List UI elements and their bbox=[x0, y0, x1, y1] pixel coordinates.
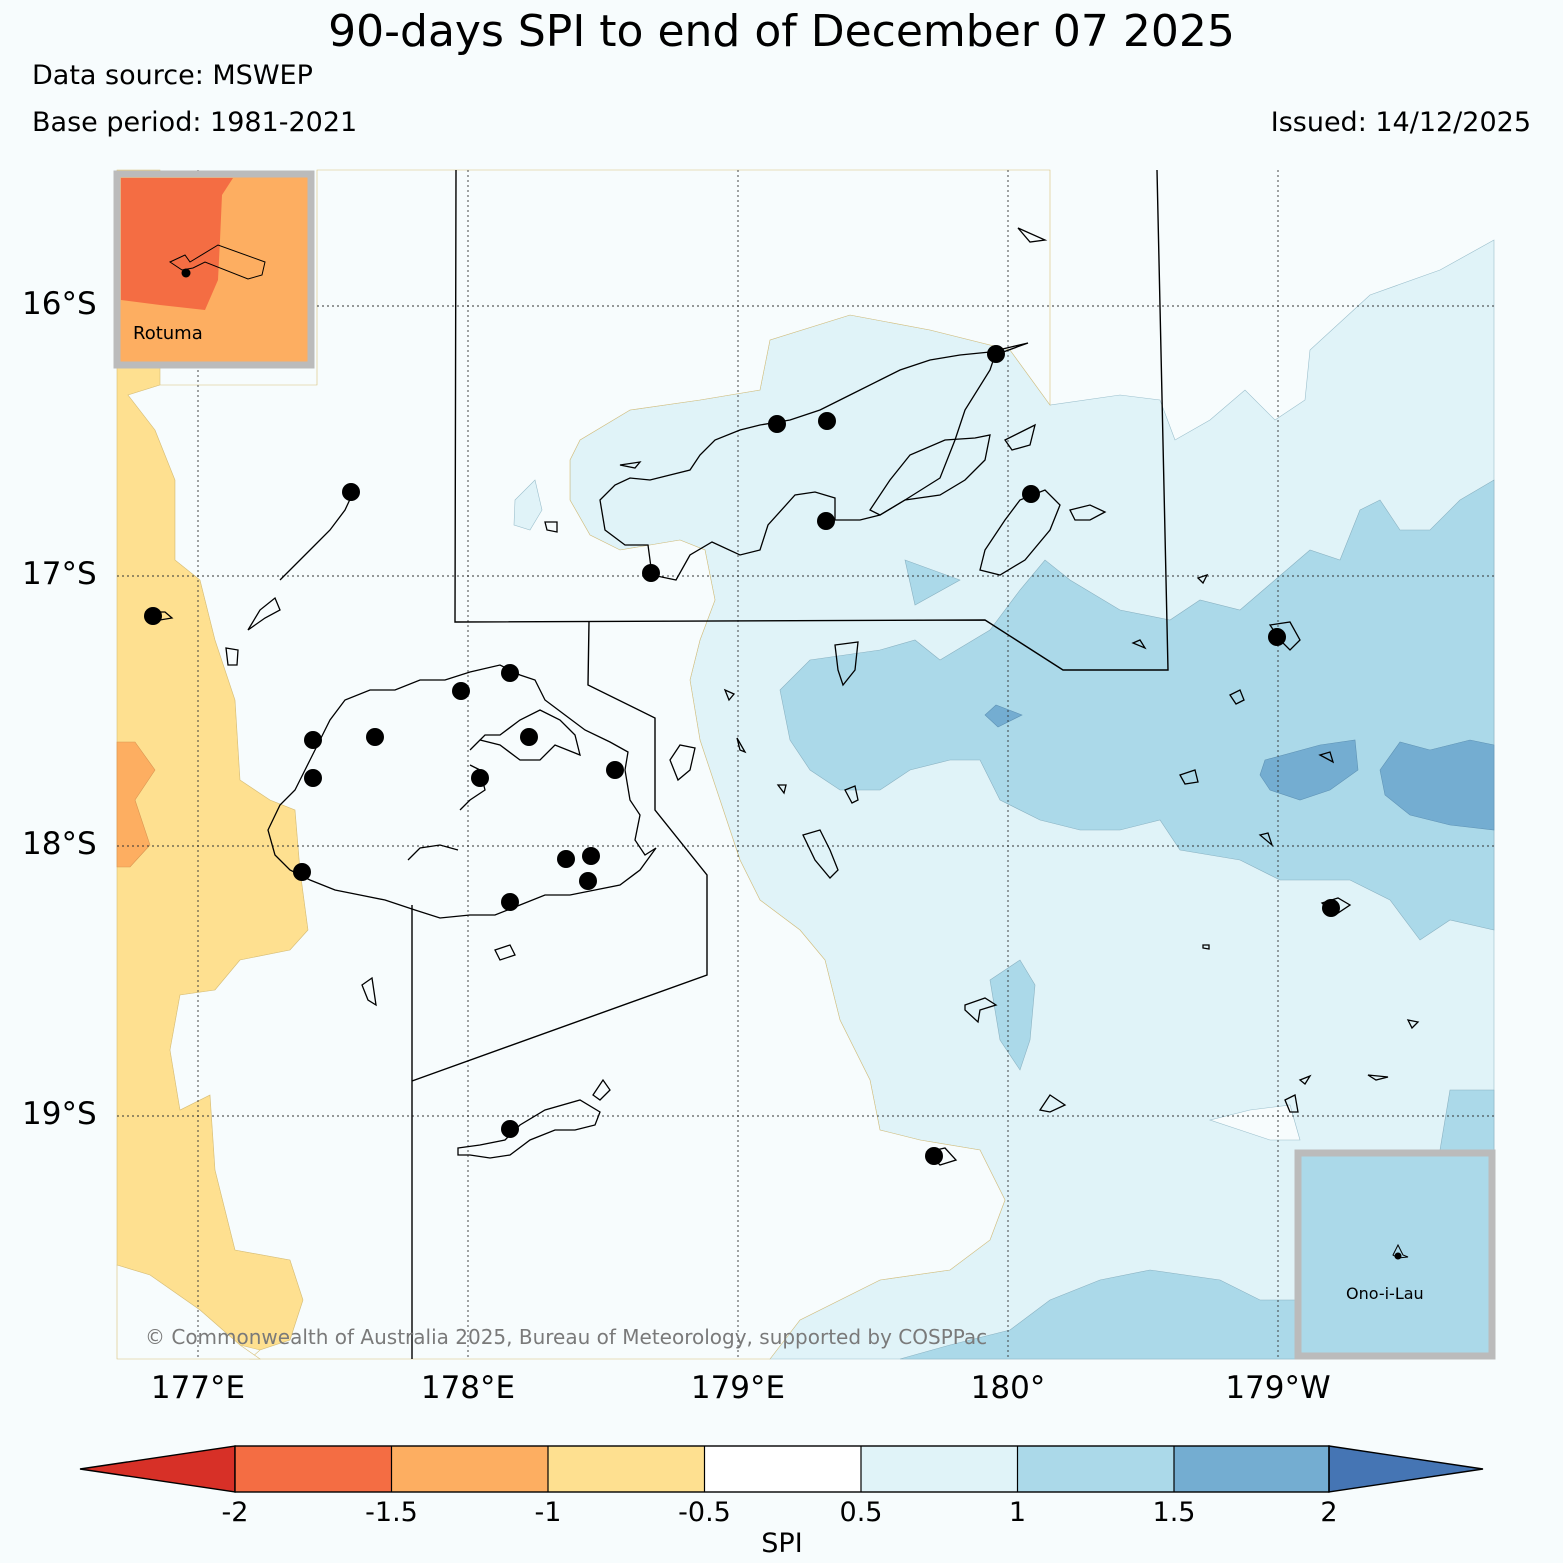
station-dot bbox=[1268, 628, 1286, 646]
spi-region-neutral-west-1 bbox=[127, 169, 1051, 1360]
spi-region-1.5-2-east bbox=[1379, 739, 1495, 831]
station-dot bbox=[925, 1147, 943, 1165]
station-dot bbox=[987, 345, 1005, 363]
lon-label: 180° bbox=[970, 1370, 1046, 1406]
spi-region-1-1.5-c bbox=[989, 959, 1036, 1071]
station-dot bbox=[501, 664, 519, 682]
spi-region-neutral-pocket bbox=[1208, 1104, 1301, 1141]
issued-date: Issued: 14/12/2025 bbox=[1270, 107, 1531, 138]
station-dot bbox=[144, 607, 162, 625]
base-period: Base period: 1981-2021 bbox=[32, 107, 358, 138]
station-dot bbox=[501, 1120, 519, 1138]
station-dot bbox=[501, 893, 519, 911]
ono-i-lau-inset bbox=[1294, 1149, 1496, 1360]
division-boundaries bbox=[411, 169, 1169, 1359]
rotuma-inset bbox=[113, 170, 315, 369]
station-dot bbox=[557, 850, 575, 868]
station-dot bbox=[342, 483, 360, 501]
station-dot bbox=[471, 769, 489, 787]
copyright-notice: © Commonwealth of Australia 2025, Bureau… bbox=[145, 1325, 988, 1349]
lat-label: 19°S bbox=[22, 1096, 97, 1132]
colorbar-tick: -2 bbox=[221, 1497, 249, 1528]
station-dot bbox=[768, 415, 786, 433]
station-markers bbox=[144, 345, 1340, 1165]
colorbar-label: SPI bbox=[761, 1528, 803, 1559]
colorbar-tick: 0.5 bbox=[839, 1497, 883, 1528]
spi-region-0.5-1-small-b bbox=[513, 479, 543, 531]
station-dot bbox=[304, 731, 322, 749]
station-dot bbox=[606, 761, 624, 779]
station-dot bbox=[1322, 899, 1340, 917]
lat-label: 17°S bbox=[22, 556, 97, 592]
chart-title: 90-days SPI to end of December 07 2025 bbox=[328, 6, 1235, 57]
station-dot bbox=[452, 682, 470, 700]
rotuma-label: Rotuma bbox=[133, 323, 203, 344]
station-dot bbox=[817, 512, 835, 530]
coastlines bbox=[144, 227, 1420, 1166]
colorbar-tick: -1 bbox=[534, 1497, 562, 1528]
lon-label: 177°E bbox=[150, 1370, 246, 1406]
station-dot bbox=[520, 728, 538, 746]
colorbar-tick: -0.5 bbox=[678, 1497, 731, 1528]
lon-label: 179°W bbox=[1225, 1370, 1331, 1406]
spi-region-1-1.5-b bbox=[904, 559, 961, 606]
station-dot bbox=[579, 872, 597, 890]
spi-region-neutral-west-2 bbox=[116, 1264, 261, 1360]
lon-label: 178°E bbox=[420, 1370, 516, 1406]
lon-label: 179°E bbox=[690, 1370, 786, 1406]
colorbar-tick: 1 bbox=[1008, 1497, 1027, 1528]
graticule bbox=[117, 170, 1494, 1359]
lat-label: 16°S bbox=[22, 286, 97, 322]
station-dot bbox=[293, 863, 311, 881]
spi-region-1.5-2-small bbox=[984, 704, 1023, 728]
lat-label: 18°S bbox=[22, 826, 97, 862]
station-dot bbox=[582, 847, 600, 865]
colorbar-tick: 1.5 bbox=[1152, 1497, 1196, 1528]
data-source: Data source: MSWEP bbox=[32, 60, 313, 91]
station-dot bbox=[818, 412, 836, 430]
colorbar bbox=[79, 1445, 1484, 1493]
station-dot bbox=[304, 769, 322, 787]
spi-region-1.5-2 bbox=[1259, 739, 1359, 801]
spi-region-1-1.5 bbox=[779, 479, 1495, 941]
spi-region-minus1.5-minus1 bbox=[116, 741, 156, 868]
station-dot bbox=[642, 564, 660, 582]
station-dot bbox=[1022, 485, 1040, 503]
colorbar-tick: 2 bbox=[1320, 1497, 1338, 1528]
ono-i-lau-label: Ono-i-Lau bbox=[1346, 1284, 1424, 1303]
station-dot bbox=[366, 728, 384, 746]
colorbar-tick: -1.5 bbox=[365, 1497, 418, 1528]
